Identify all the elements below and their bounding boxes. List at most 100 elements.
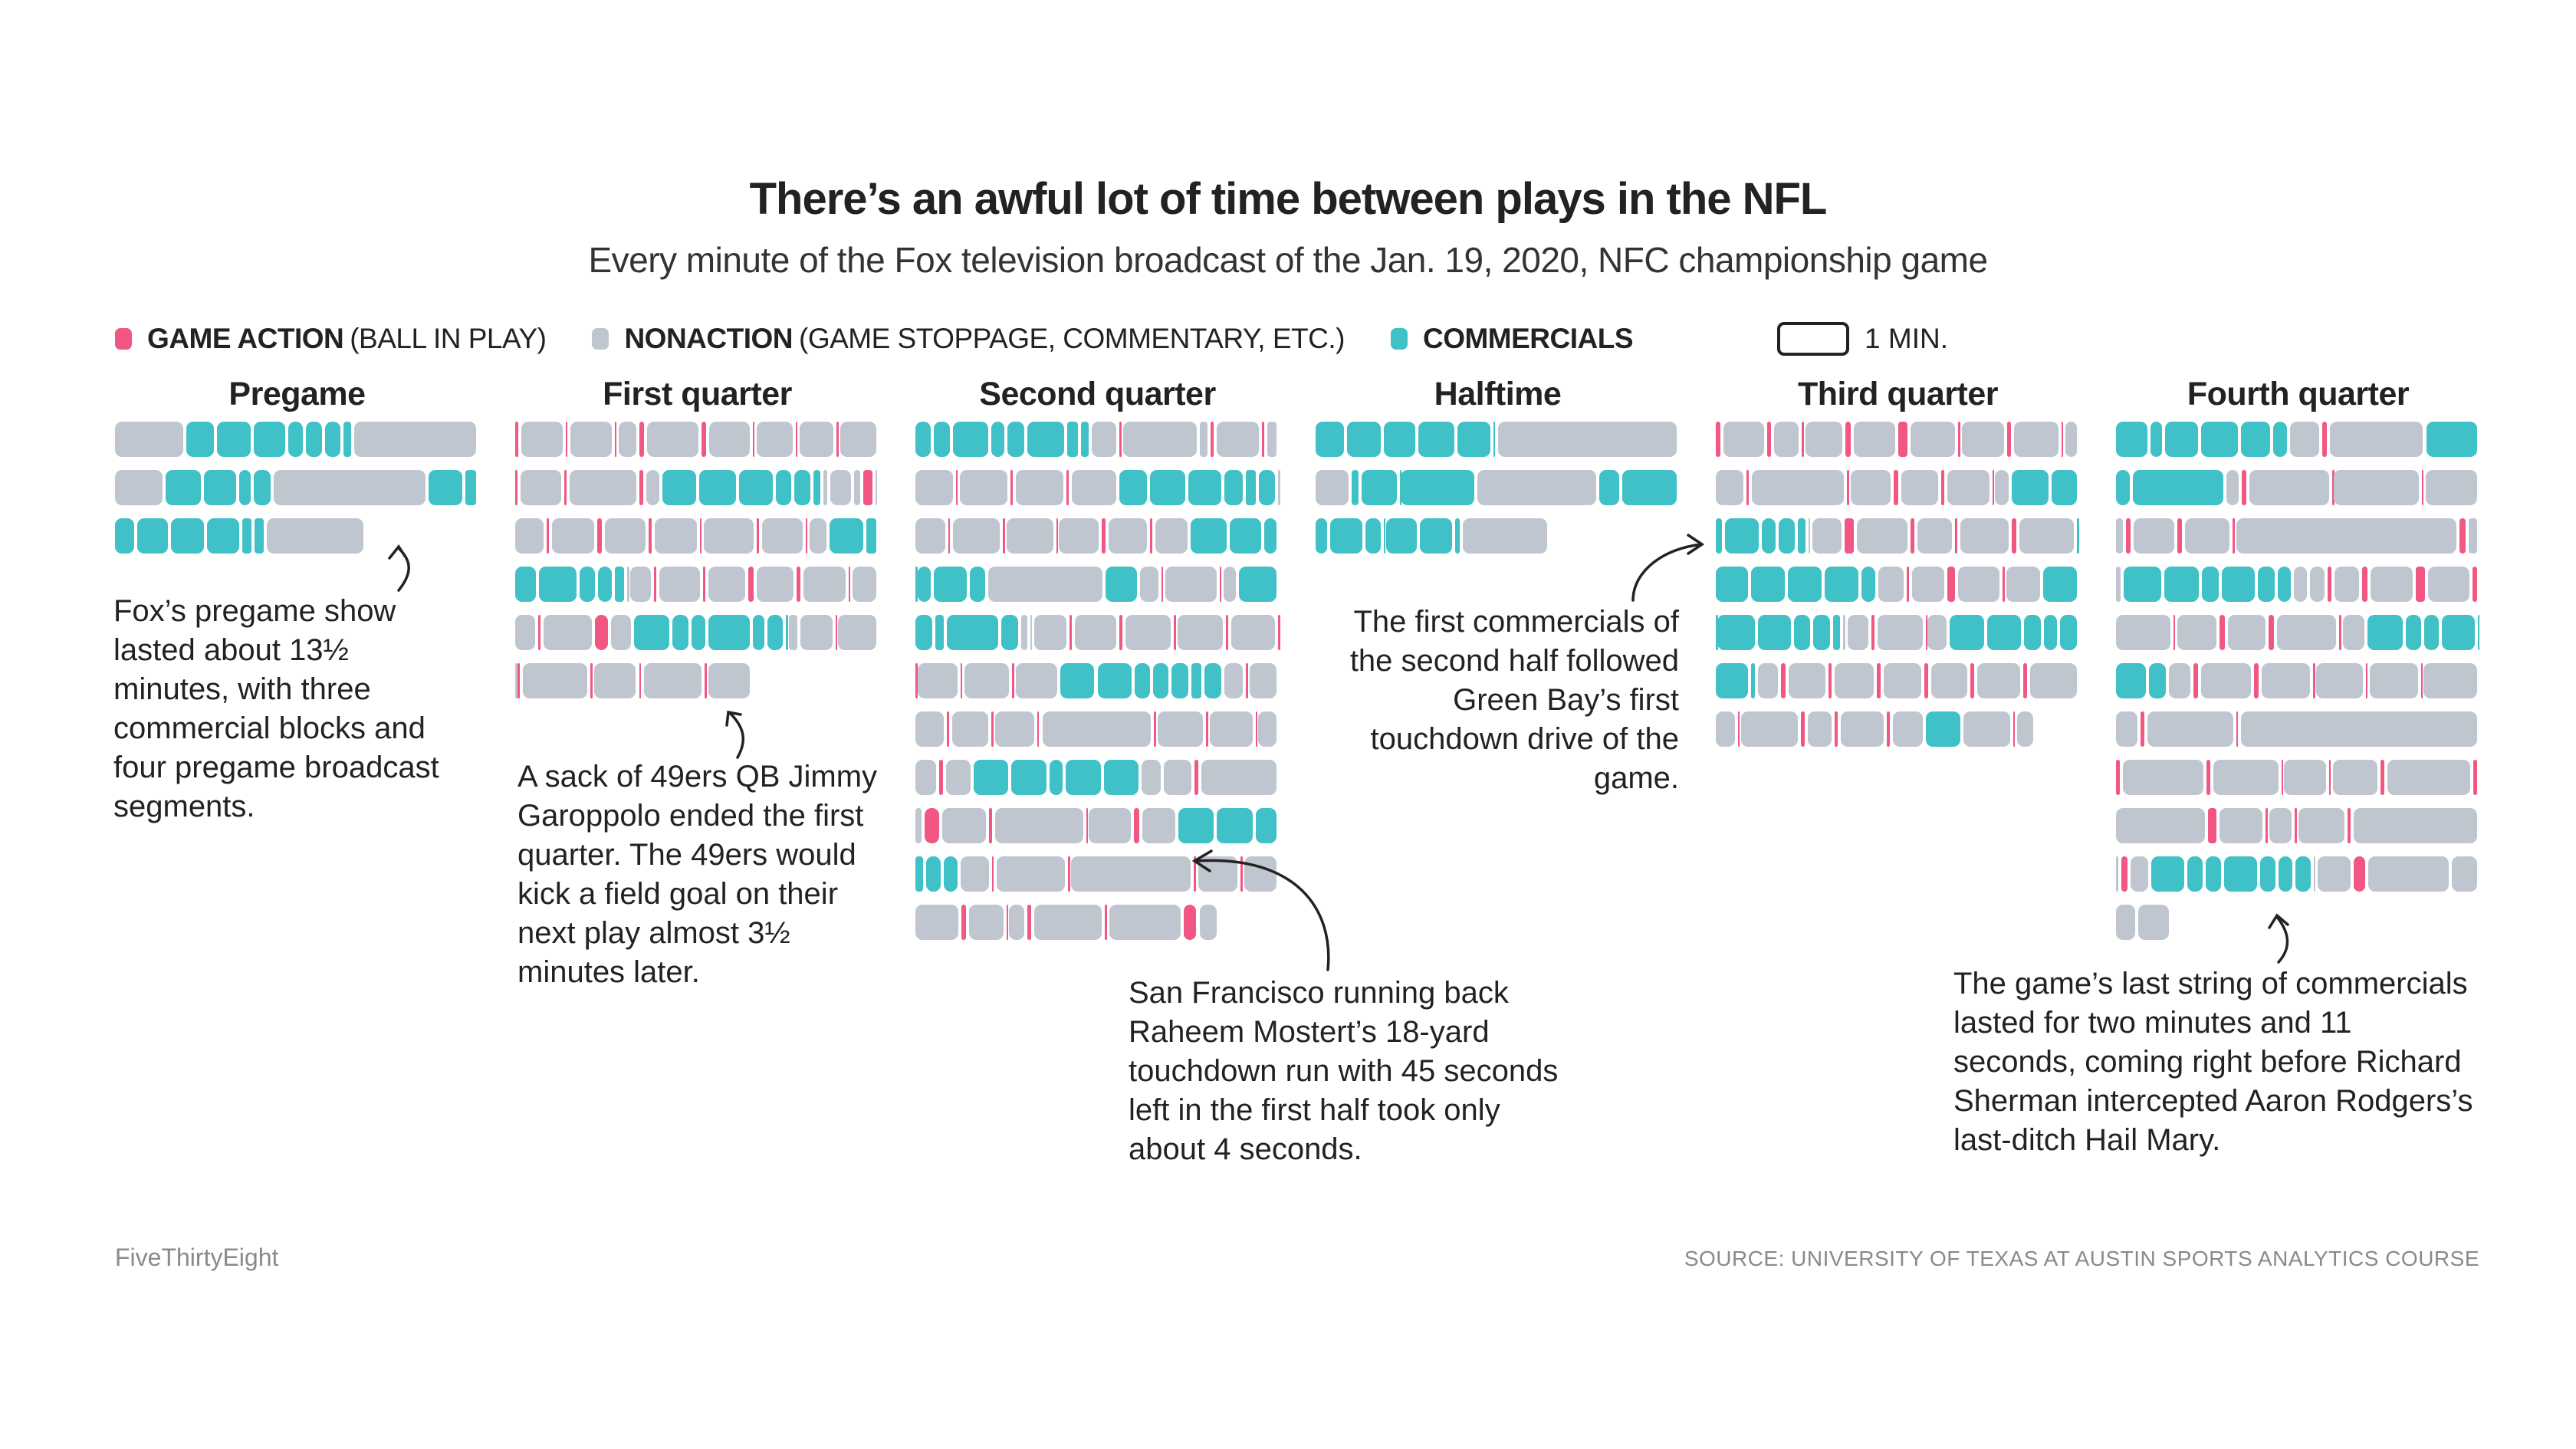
action-segment [1010, 470, 1014, 505]
annotation-first-quarter: A sack of 49ers QB Jimmy Garoppolo ended… [518, 760, 878, 989]
commercial-segment [2116, 470, 2130, 505]
panel-title: Second quarter [979, 376, 1216, 412]
commercial-segment [2426, 422, 2477, 457]
action-segment [1006, 905, 1009, 940]
timeline-row [1716, 711, 2080, 747]
action-segment [1907, 567, 1910, 602]
commercial-segment [1986, 615, 2022, 650]
panel-first-quarter: First quarter [515, 376, 879, 711]
nonaction-segment [1141, 760, 1162, 795]
action-segment [1210, 422, 1214, 457]
timeline-row [2116, 808, 2480, 843]
action-segment [547, 518, 550, 554]
commercial-segment [253, 422, 286, 457]
nonaction-segment [1930, 663, 1967, 698]
nonaction-segment [1155, 518, 1188, 554]
action-segment [1102, 518, 1106, 554]
action-segment [2420, 663, 2423, 698]
legend: GAME ACTION (BALL IN PLAY) NONACTION (GA… [115, 320, 1948, 357]
commercial-segment [288, 422, 303, 457]
commercial-segment [1263, 518, 1276, 554]
action-segment [2327, 567, 2331, 602]
timeline-rows [1316, 422, 1680, 554]
action-segment [2254, 663, 2259, 698]
commercial-segment [2367, 615, 2403, 650]
nonaction-segment [2123, 760, 2203, 795]
commercial-segment [1119, 470, 1148, 505]
action-segment [1194, 760, 1198, 795]
action-segment [1174, 615, 1176, 650]
action-segment [2459, 518, 2466, 554]
nonaction-segment [2029, 663, 2077, 698]
commercial-segment [429, 470, 463, 505]
nonaction-segment [2065, 422, 2077, 457]
commercial-segment [165, 470, 201, 505]
action-segment [653, 567, 656, 602]
commercial-segment [1384, 422, 1416, 457]
commercial-swatch-icon [1390, 328, 1408, 350]
nonaction-segment [1947, 470, 1990, 505]
nonaction-segment [522, 663, 588, 698]
action-segment [518, 663, 520, 698]
action-segment [991, 711, 994, 747]
timeline-row [915, 615, 1280, 650]
nonaction-segment [1074, 615, 1116, 650]
timeline-row [1716, 422, 2080, 457]
timeline-row [115, 422, 479, 457]
legend-action-label: GAME ACTION [147, 323, 344, 354]
action-segment [1992, 470, 1995, 505]
commercial-segment [1224, 470, 1243, 505]
commercial-segment [2260, 856, 2276, 892]
nonaction-segment [2116, 856, 2118, 892]
commercial-segment [662, 470, 697, 505]
commercial-segment [2150, 422, 2162, 457]
action-segment [2220, 615, 2225, 650]
nonaction-segment [1901, 470, 1938, 505]
nonaction-segment [2201, 663, 2252, 698]
nonaction-segment [515, 518, 544, 554]
nonaction-segment [1774, 422, 1799, 457]
commercial-segment [708, 615, 750, 650]
nonaction-segment [643, 663, 702, 698]
action-segment [1066, 470, 1070, 505]
nonaction-segment [552, 518, 594, 554]
first-quarter-arrow-icon [725, 710, 744, 759]
nonaction-segment [1751, 470, 1845, 505]
nonaction-segment [1851, 470, 1891, 505]
nonaction-segment [1199, 905, 1217, 940]
action-segment [1716, 422, 1721, 457]
nonaction-segment [1072, 470, 1116, 505]
panel-second-quarter: Second quarter [915, 376, 1280, 953]
action-segment [2177, 518, 2183, 554]
commercial-segment [1716, 518, 1723, 554]
commercial-segment [1385, 518, 1418, 554]
commercial-segment [1861, 567, 1875, 602]
action-segment [836, 422, 839, 457]
nonaction-segment [2116, 518, 2124, 554]
panel-halftime: Halftime [1316, 376, 1680, 567]
nonaction-segment [2137, 905, 2169, 940]
commercial-segment [752, 615, 764, 650]
commercial-segment [918, 567, 931, 602]
commercial-segment [2201, 567, 2219, 602]
action-segment [701, 422, 706, 457]
nonaction-segment [1224, 567, 1237, 602]
action-segment [1246, 663, 1248, 698]
commercial-segment [952, 422, 989, 457]
nonaction-segment [2423, 663, 2477, 698]
nonaction-segment [1164, 760, 1192, 795]
nonaction-segment [1224, 663, 1244, 698]
nonaction-segment [521, 422, 563, 457]
nonaction-segment [875, 470, 878, 505]
commercial-segment [1060, 663, 1095, 698]
commercial-segment [2278, 567, 2292, 602]
action-segment [648, 518, 652, 554]
action-segment [1845, 518, 1855, 554]
commercial-segment [1217, 808, 1253, 843]
nonaction-segment [1217, 422, 1260, 457]
commercial-segment [2240, 422, 2270, 457]
commercial-segment [597, 567, 613, 602]
action-segment [1154, 711, 1156, 747]
nonaction-segment [2425, 470, 2477, 505]
action-swatch-icon [115, 328, 132, 350]
